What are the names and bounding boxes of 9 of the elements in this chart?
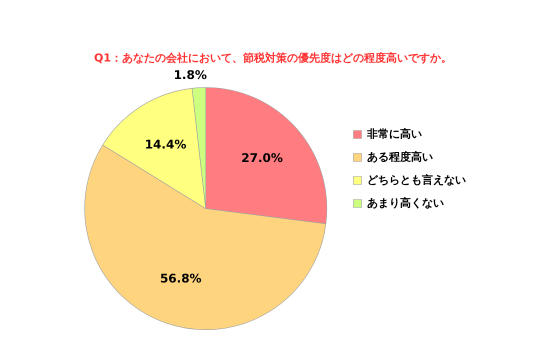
legend-label: あまり高くない	[367, 196, 444, 210]
data-label: 56.8%	[160, 272, 202, 286]
data-label: 14.4%	[144, 137, 186, 152]
chart-title: Q1：あなたの会社において、節税対策の優先度はどの程度高いですか。	[94, 51, 452, 64]
legend-label: 非常に高い	[366, 127, 422, 140]
data-label: 1.8%	[174, 68, 207, 82]
legend-label: ある程度高い	[367, 150, 433, 164]
data-label: 27.0%	[241, 151, 283, 166]
legend-label: どちらとも言えない	[367, 173, 466, 186]
